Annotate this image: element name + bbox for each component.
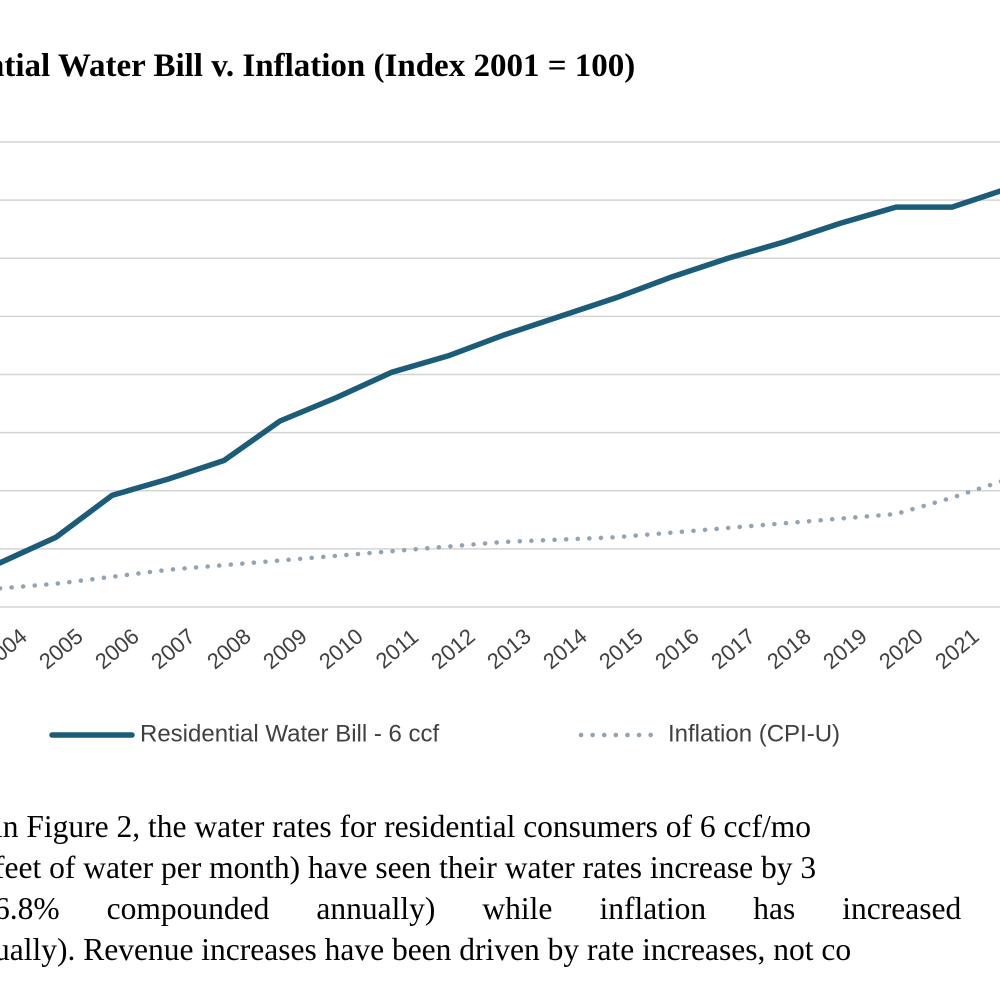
x-tick-label: 2013: [482, 623, 536, 674]
x-tick-label: 2011: [371, 624, 423, 674]
x-tick-label: 2018: [762, 623, 816, 674]
x-tick-label: 2012: [426, 623, 480, 674]
x-tick-labels: 2004 2005 2006 2007 2008 2009 2010 2011 2012 2013…: [0, 623, 1000, 674]
x-tick-label: 2004: [0, 623, 32, 674]
x-tick-label: 2015: [594, 623, 648, 674]
legend-label-inflation: Inflation (CPI-U): [668, 720, 840, 747]
x-tick-label: 2016: [650, 623, 704, 674]
x-tick-label: 2019: [818, 623, 872, 674]
body-text-line-1: in Figure 2, the water rates for residen…: [0, 809, 811, 844]
x-tick-label: 2009: [258, 623, 312, 674]
body-text-line-3: 6.8% compounded annually) while inflatio…: [0, 891, 1000, 926]
x-tick-label: 2008: [202, 623, 256, 674]
x-tick-label: 2017: [706, 623, 760, 674]
x-tick-label: 2021: [930, 623, 984, 674]
body-text-line-4: ually). Revenue increases have been driv…: [0, 932, 852, 967]
legend: Residential Water Bill - 6 ccf Inflation …: [49, 720, 840, 747]
x-tick-label: 2007: [146, 623, 200, 674]
series-lines: [0, 188, 1000, 591]
water-bill-series-line: [0, 188, 1000, 566]
chart-title: ntial Water Bill v. Inflation (Index 200…: [0, 48, 636, 84]
line-chart: 2004 2005 2006 2007 2008 2009 2010 2011 2012 2013…: [0, 141, 1000, 747]
x-tick-label: 20: [996, 631, 1000, 666]
body-text-line-2: feet of water per month) have seen their…: [0, 850, 817, 885]
x-tick-label: 2005: [34, 623, 88, 674]
x-tick-label: 2020: [874, 623, 928, 674]
x-tick-label: 2014: [538, 623, 592, 674]
inflation-series-line: [0, 479, 1000, 591]
legend-label-water-bill: Residential Water Bill - 6 ccf: [140, 720, 440, 747]
gridlines: [0, 141, 1000, 608]
x-tick-label: 2010: [314, 623, 368, 674]
x-tick-label: 2006: [90, 623, 144, 674]
